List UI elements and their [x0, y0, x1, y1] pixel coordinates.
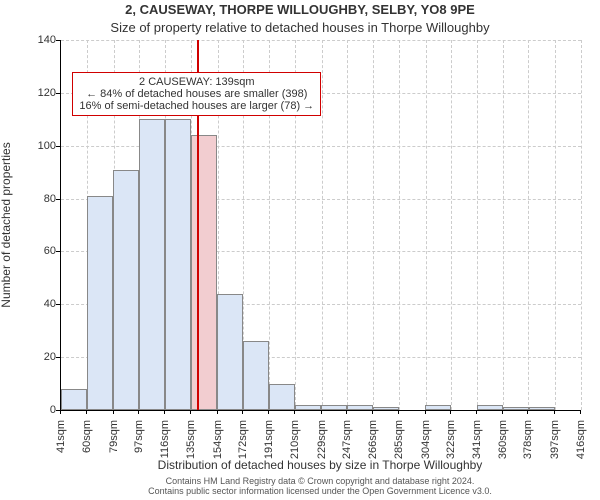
histogram-bar [295, 405, 321, 410]
histogram-bar [87, 196, 113, 410]
histogram-bar [165, 119, 191, 410]
histogram-bar [321, 405, 347, 410]
y-tick-label: 60 [6, 245, 56, 257]
x-tick-label: 154sqm [212, 420, 224, 480]
histogram-bar [425, 405, 451, 410]
y-tick-mark [56, 357, 60, 358]
gridline-vertical [451, 40, 452, 410]
x-tick-label: 322sqm [445, 420, 457, 480]
x-tick-mark [190, 410, 191, 414]
y-tick-mark [56, 146, 60, 147]
x-tick-mark [398, 410, 399, 414]
x-tick-mark [476, 410, 477, 414]
x-tick-mark [372, 410, 373, 414]
x-tick-mark [346, 410, 347, 414]
x-tick-mark [113, 410, 114, 414]
y-tick-label: 140 [6, 34, 56, 46]
x-tick-label: 416sqm [575, 420, 587, 480]
x-tick-label: 135sqm [185, 420, 197, 480]
footer-line-2: Contains public sector information licen… [148, 486, 492, 496]
x-tick-label: 285sqm [393, 420, 405, 480]
histogram-bar [529, 407, 555, 410]
gridline-vertical [322, 40, 323, 410]
x-tick-label: 304sqm [420, 420, 432, 480]
histogram-bar [217, 294, 243, 410]
gridline-vertical [503, 40, 504, 410]
gridline-vertical [528, 40, 529, 410]
callout-line: 16% of semi-detached houses are larger (… [79, 100, 314, 112]
y-tick-label: 80 [6, 193, 56, 205]
x-tick-label: 397sqm [549, 420, 561, 480]
x-tick-mark [86, 410, 87, 414]
gridline-vertical [399, 40, 400, 410]
y-tick-label: 100 [6, 140, 56, 152]
x-tick-label: 60sqm [81, 420, 93, 480]
x-tick-label: 229sqm [316, 420, 328, 480]
gridline-vertical [581, 40, 582, 410]
histogram-bar [477, 405, 503, 410]
x-tick-mark [450, 410, 451, 414]
x-tick-mark [164, 410, 165, 414]
callout-box: 2 CAUSEWAY: 139sqm← 84% of detached hous… [72, 72, 321, 116]
chart-container: 2, CAUSEWAY, THORPE WILLOUGHBY, SELBY, Y… [0, 0, 600, 500]
y-tick-mark [56, 304, 60, 305]
y-tick-mark [56, 40, 60, 41]
x-tick-mark [242, 410, 243, 414]
histogram-bar-highlight [191, 135, 217, 410]
histogram-bar [373, 407, 399, 410]
gridline-vertical [426, 40, 427, 410]
gridline-vertical [373, 40, 374, 410]
y-tick-mark [56, 93, 60, 94]
gridline-vertical [555, 40, 556, 410]
chart-title-sub: Size of property relative to detached ho… [0, 20, 600, 35]
histogram-bar [61, 389, 87, 410]
histogram-bar [139, 119, 165, 410]
x-tick-mark [294, 410, 295, 414]
x-tick-label: 266sqm [367, 420, 379, 480]
x-tick-mark [268, 410, 269, 414]
histogram-bar [503, 407, 529, 410]
y-tick-label: 120 [6, 87, 56, 99]
x-tick-mark [60, 410, 61, 414]
x-tick-label: 247sqm [341, 420, 353, 480]
x-tick-mark [321, 410, 322, 414]
histogram-bar [113, 170, 139, 411]
x-tick-label: 378sqm [522, 420, 534, 480]
plot-area: 2 CAUSEWAY: 139sqm← 84% of detached hous… [60, 40, 581, 411]
y-tick-mark [56, 199, 60, 200]
x-tick-label: 191sqm [263, 420, 275, 480]
x-tick-mark [502, 410, 503, 414]
x-tick-label: 41sqm [55, 420, 67, 480]
x-tick-label: 210sqm [289, 420, 301, 480]
x-tick-mark [138, 410, 139, 414]
callout-line: ← 84% of detached houses are smaller (39… [79, 88, 314, 100]
histogram-bar [347, 405, 373, 410]
x-tick-mark [217, 410, 218, 414]
chart-title-main: 2, CAUSEWAY, THORPE WILLOUGHBY, SELBY, Y… [0, 2, 600, 17]
x-tick-label: 79sqm [108, 420, 120, 480]
gridline-vertical [347, 40, 348, 410]
x-tick-mark [580, 410, 581, 414]
y-tick-label: 40 [6, 298, 56, 310]
x-tick-mark [425, 410, 426, 414]
gridline-vertical [477, 40, 478, 410]
x-tick-mark [527, 410, 528, 414]
y-tick-label: 0 [6, 404, 56, 416]
histogram-bar [243, 341, 269, 410]
x-tick-label: 116sqm [159, 420, 171, 480]
y-tick-label: 20 [6, 351, 56, 363]
histogram-bar [269, 384, 295, 410]
x-tick-mark [554, 410, 555, 414]
x-tick-label: 97sqm [133, 420, 145, 480]
y-tick-mark [56, 251, 60, 252]
x-tick-label: 360sqm [497, 420, 509, 480]
callout-line: 2 CAUSEWAY: 139sqm [79, 76, 314, 88]
x-tick-label: 172sqm [237, 420, 249, 480]
x-tick-label: 341sqm [471, 420, 483, 480]
